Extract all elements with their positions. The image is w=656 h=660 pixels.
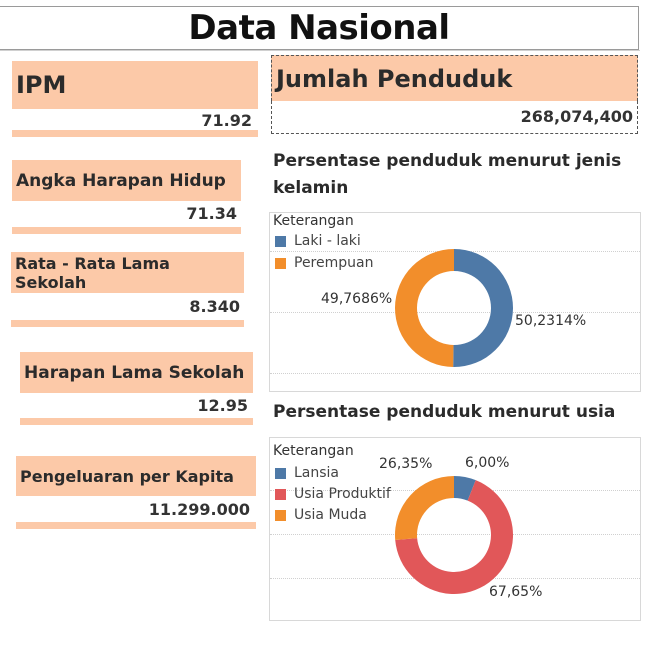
age-donut-chart: 6,00% 67,65% 26,35% [379,455,542,600]
kpi-expenditure-label: Pengeluaran per Kapita [16,456,256,496]
kpi-ipm-value: 71.92 [201,111,252,130]
population-label: Jumlah Penduduk [271,55,638,101]
kpi-expected-schooling-value: 12.95 [197,396,248,415]
legend-swatch-productive [275,488,286,500]
age-legend-title: Keterangan [273,443,354,459]
legend-label-young: Usia Muda [294,507,367,523]
legend-item-male: Laki - laki [275,233,361,249]
age-slice-productive [395,480,513,594]
kpi-expected-schooling-label: Harapan Lama Sekolah [20,352,253,393]
legend-label-productive: Usia Produktif [294,486,391,502]
kpi-life-expectancy-bar [12,227,241,234]
legend-swatch-female [275,257,286,269]
gender-chart-title: Persentase penduduk menurut jenis kelami… [273,151,622,198]
page-title: Data Nasional [0,6,639,50]
gender-legend-title: Keterangan [273,213,354,229]
legend-item-young: Usia Muda [275,507,367,523]
gridline [270,312,640,313]
kpi-ipm-bar [12,130,258,137]
age-slice-label-young: 26,35% [379,456,432,472]
age-slice-label-elderly: 6,00% [465,455,509,471]
gridline [270,373,640,374]
legend-label-male: Laki - laki [294,233,361,249]
legend-swatch-male [275,235,286,247]
gender-donut-chart: 50,2314% 49,7686% [321,249,586,367]
age-slice-young [395,476,454,540]
kpi-expenditure-value: 11.299.000 [148,500,250,519]
gridline [270,534,640,535]
legend-swatch-young [275,509,286,521]
age-chart-title: Persentase penduduk menurut usia [273,402,616,422]
kpi-life-expectancy-label: Angka Harapan Hidup [12,160,241,201]
gender-slice-female [394,249,454,367]
kpi-mean-schooling-bar [11,320,244,327]
gender-slice-label-male: 50,2314% [515,313,586,329]
kpi-life-expectancy-value: 71.34 [186,204,237,223]
legend-item-elderly: Lansia [275,465,339,481]
kpi-ipm-label: IPM [12,61,258,109]
kpi-expenditure-bar [16,522,256,529]
population-value: 268,074,400 [520,107,633,126]
kpi-mean-schooling-label: Rata - Rata Lama Sekolah [11,252,244,293]
legend-label-female: Perempuan [294,255,374,271]
kpi-mean-schooling-value: 8.340 [189,297,240,316]
legend-swatch-elderly [275,467,286,479]
population-box: 268,074,400 [271,101,638,134]
title-divider [0,50,640,51]
age-slice-label-productive: 67,65% [489,584,542,600]
legend-item-female: Perempuan [275,255,373,271]
legend-item-productive: Usia Produktif [275,486,391,502]
gender-slice-label-female: 49,7686% [321,291,392,307]
kpi-expected-schooling-bar [20,418,253,425]
age-slice-elderly [454,476,476,501]
gender-slice-male [453,249,513,367]
legend-label-elderly: Lansia [294,465,340,481]
